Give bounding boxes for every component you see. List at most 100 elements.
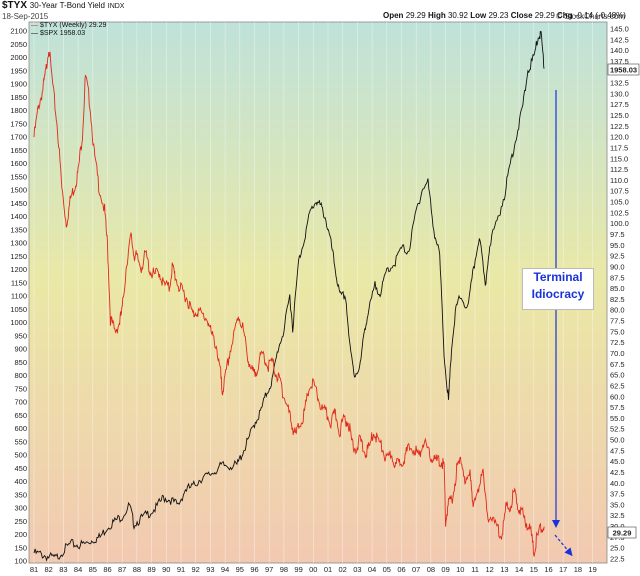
- watermark: © StockCharts.com: [556, 12, 626, 21]
- right-axis-tick-label: 122.5: [610, 122, 629, 131]
- right-axis-tick-label: 87.5: [610, 273, 625, 282]
- left-axis-tick-label: 1000: [10, 318, 27, 327]
- chart-title: $TYX 30-Year T-Bond Yield INDX: [2, 0, 124, 11]
- right-axis-tick-label: 140.0: [610, 46, 629, 55]
- x-axis-tick-label: 06: [397, 565, 405, 574]
- x-axis-tick-label: 09: [441, 565, 449, 574]
- left-axis-tick-label: 1300: [10, 239, 27, 248]
- left-axis-tick-label: 1350: [10, 225, 27, 234]
- right-axis-tick-label: 42.5: [610, 468, 625, 477]
- x-axis-tick-label: 96: [250, 565, 258, 574]
- legend-item-spx: — $SPX 1958.03: [31, 30, 86, 37]
- ohlc-readout: Open 29.29 High 30.92 Low 29.23 Close 29…: [383, 11, 626, 20]
- left-axis-tick-label: 1650: [10, 146, 27, 155]
- x-axis-tick-label: 19: [588, 565, 596, 574]
- x-axis-tick-label: 18: [574, 565, 582, 574]
- right-axis: 22.525.027.530.032.535.037.540.042.545.0…: [610, 25, 629, 564]
- x-axis-tick-label: 82: [45, 565, 53, 574]
- legend-item-tyx: — $TYX (Weekly) 29.29: [31, 22, 107, 29]
- right-axis-tick-label: 37.5: [610, 490, 625, 499]
- annotation-line2: Idiocracy: [531, 287, 585, 301]
- left-axis-tick-label: 250: [14, 517, 27, 526]
- right-axis-tick-label: 70.0: [610, 349, 625, 358]
- x-axis-tick-label: 88: [133, 565, 141, 574]
- right-axis-tick-label: 65.0: [610, 371, 625, 380]
- left-axis-tick-label: 100: [14, 557, 27, 566]
- left-axis-tick-label: 950: [14, 331, 27, 340]
- x-axis-tick-label: 97: [265, 565, 273, 574]
- left-axis-tick-label: 1500: [10, 186, 27, 195]
- left-axis-tick-label: 1700: [10, 133, 27, 142]
- dashed-arrow: [554, 534, 573, 557]
- left-axis-tick-label: 500: [14, 451, 27, 460]
- x-axis-tick-label: 17: [559, 565, 567, 574]
- x-axis-tick-label: 95: [236, 565, 244, 574]
- left-axis: 100 150 200 250 300 350 400 450 500 550 600 650 700 7…: [10, 27, 27, 566]
- left-axis-tick-label: 450: [14, 464, 27, 473]
- right-axis-tick-label: 77.5: [610, 317, 625, 326]
- left-axis-tick-label: 1600: [10, 159, 27, 168]
- x-axis-tick-label: 86: [103, 565, 111, 574]
- x-axis-tick-label: 02: [339, 565, 347, 574]
- left-axis-tick-label: 750: [14, 384, 27, 393]
- left-axis-tick-label: 2000: [10, 53, 27, 62]
- right-axis-tick-label: 100.0: [610, 219, 629, 228]
- x-axis-tick-label: 81: [30, 565, 38, 574]
- right-axis-tick-label: 92.5: [610, 252, 625, 261]
- x-axis-tick-label: 01: [324, 565, 332, 574]
- left-axis-tick-label: 1750: [10, 119, 27, 128]
- right-axis-tick-label: 112.5: [610, 165, 628, 174]
- left-axis-tick-label: 1150: [11, 278, 27, 287]
- x-axis-tick-label: 87: [118, 565, 126, 574]
- right-axis-tick-label: 90.0: [610, 262, 625, 271]
- x-axis-tick-label: 12: [486, 565, 494, 574]
- left-axis-tick-label: 1450: [10, 199, 27, 208]
- right-axis-tick-label: 102.5: [610, 208, 629, 217]
- left-axis-tick-label: 1950: [10, 66, 27, 75]
- x-axis-tick-label: 85: [89, 565, 97, 574]
- right-axis-tick-label: 97.5: [610, 230, 625, 239]
- tyx-series-line: [33, 51, 545, 557]
- right-axis-tick-label: 80.0: [610, 306, 625, 315]
- chart-date: 18-Sep-2015: [2, 12, 49, 21]
- x-axis-tick-label: 11: [471, 565, 479, 574]
- right-axis-tick-label: 120.0: [610, 133, 629, 142]
- x-axis-tick-label: 13: [500, 565, 508, 574]
- right-axis-tick-label: 75.0: [610, 327, 625, 336]
- right-axis-tick-label: 127.5: [610, 100, 629, 109]
- left-axis-tick-label: 600: [14, 424, 27, 433]
- left-axis-tick-label: 300: [14, 504, 27, 513]
- left-axis-tick-label: 2100: [10, 27, 27, 36]
- right-axis-tick-label: 110.0: [610, 176, 628, 185]
- right-axis-tick-label: 82.5: [610, 295, 625, 304]
- x-axis-tick-label: 98: [280, 565, 288, 574]
- left-axis-tick-label: 1850: [10, 93, 27, 102]
- left-axis-tick-label: 200: [14, 530, 27, 539]
- left-axis-tick-label: 1800: [10, 106, 27, 115]
- svg-text:29.29: 29.29: [613, 529, 632, 538]
- right-axis-tick-label: 72.5: [610, 338, 625, 347]
- description: 30-Year T-Bond Yield: [29, 1, 105, 10]
- symbol: $TYX: [2, 0, 28, 11]
- left-axis-tick-label: 700: [14, 398, 27, 407]
- x-axis-tick-label: 99: [294, 565, 302, 574]
- right-axis-tick-label: 130.0: [610, 89, 629, 98]
- legend: — $TYX (Weekly) 29.29 — $SPX 1958.03: [31, 22, 106, 38]
- x-axis-tick-label: 04: [368, 565, 376, 574]
- right-axis-tick-label: 137.5: [610, 57, 629, 66]
- right-axis-tick-label: 107.5: [610, 187, 629, 196]
- right-axis-tick-label: 105.0: [610, 198, 629, 207]
- annotation-box: Terminal Idiocracy: [522, 268, 594, 310]
- left-axis-tick-label: 900: [14, 345, 27, 354]
- x-axis-tick-label: 00: [309, 565, 317, 574]
- x-axis-tick-label: 89: [147, 565, 155, 574]
- right-axis-tick-label: 40.0: [610, 479, 625, 488]
- x-axis-tick-label: 10: [456, 565, 464, 574]
- right-axis-tick-label: 35.0: [610, 500, 625, 509]
- right-axis-tick-label: 52.5: [610, 425, 625, 434]
- x-axis-tick-label: 15: [530, 565, 538, 574]
- right-axis-tick-label: 85.0: [610, 284, 625, 293]
- left-axis-tick-label: 400: [14, 477, 27, 486]
- left-axis-tick-label: 350: [14, 490, 27, 499]
- right-axis-tick-label: 67.5: [610, 360, 625, 369]
